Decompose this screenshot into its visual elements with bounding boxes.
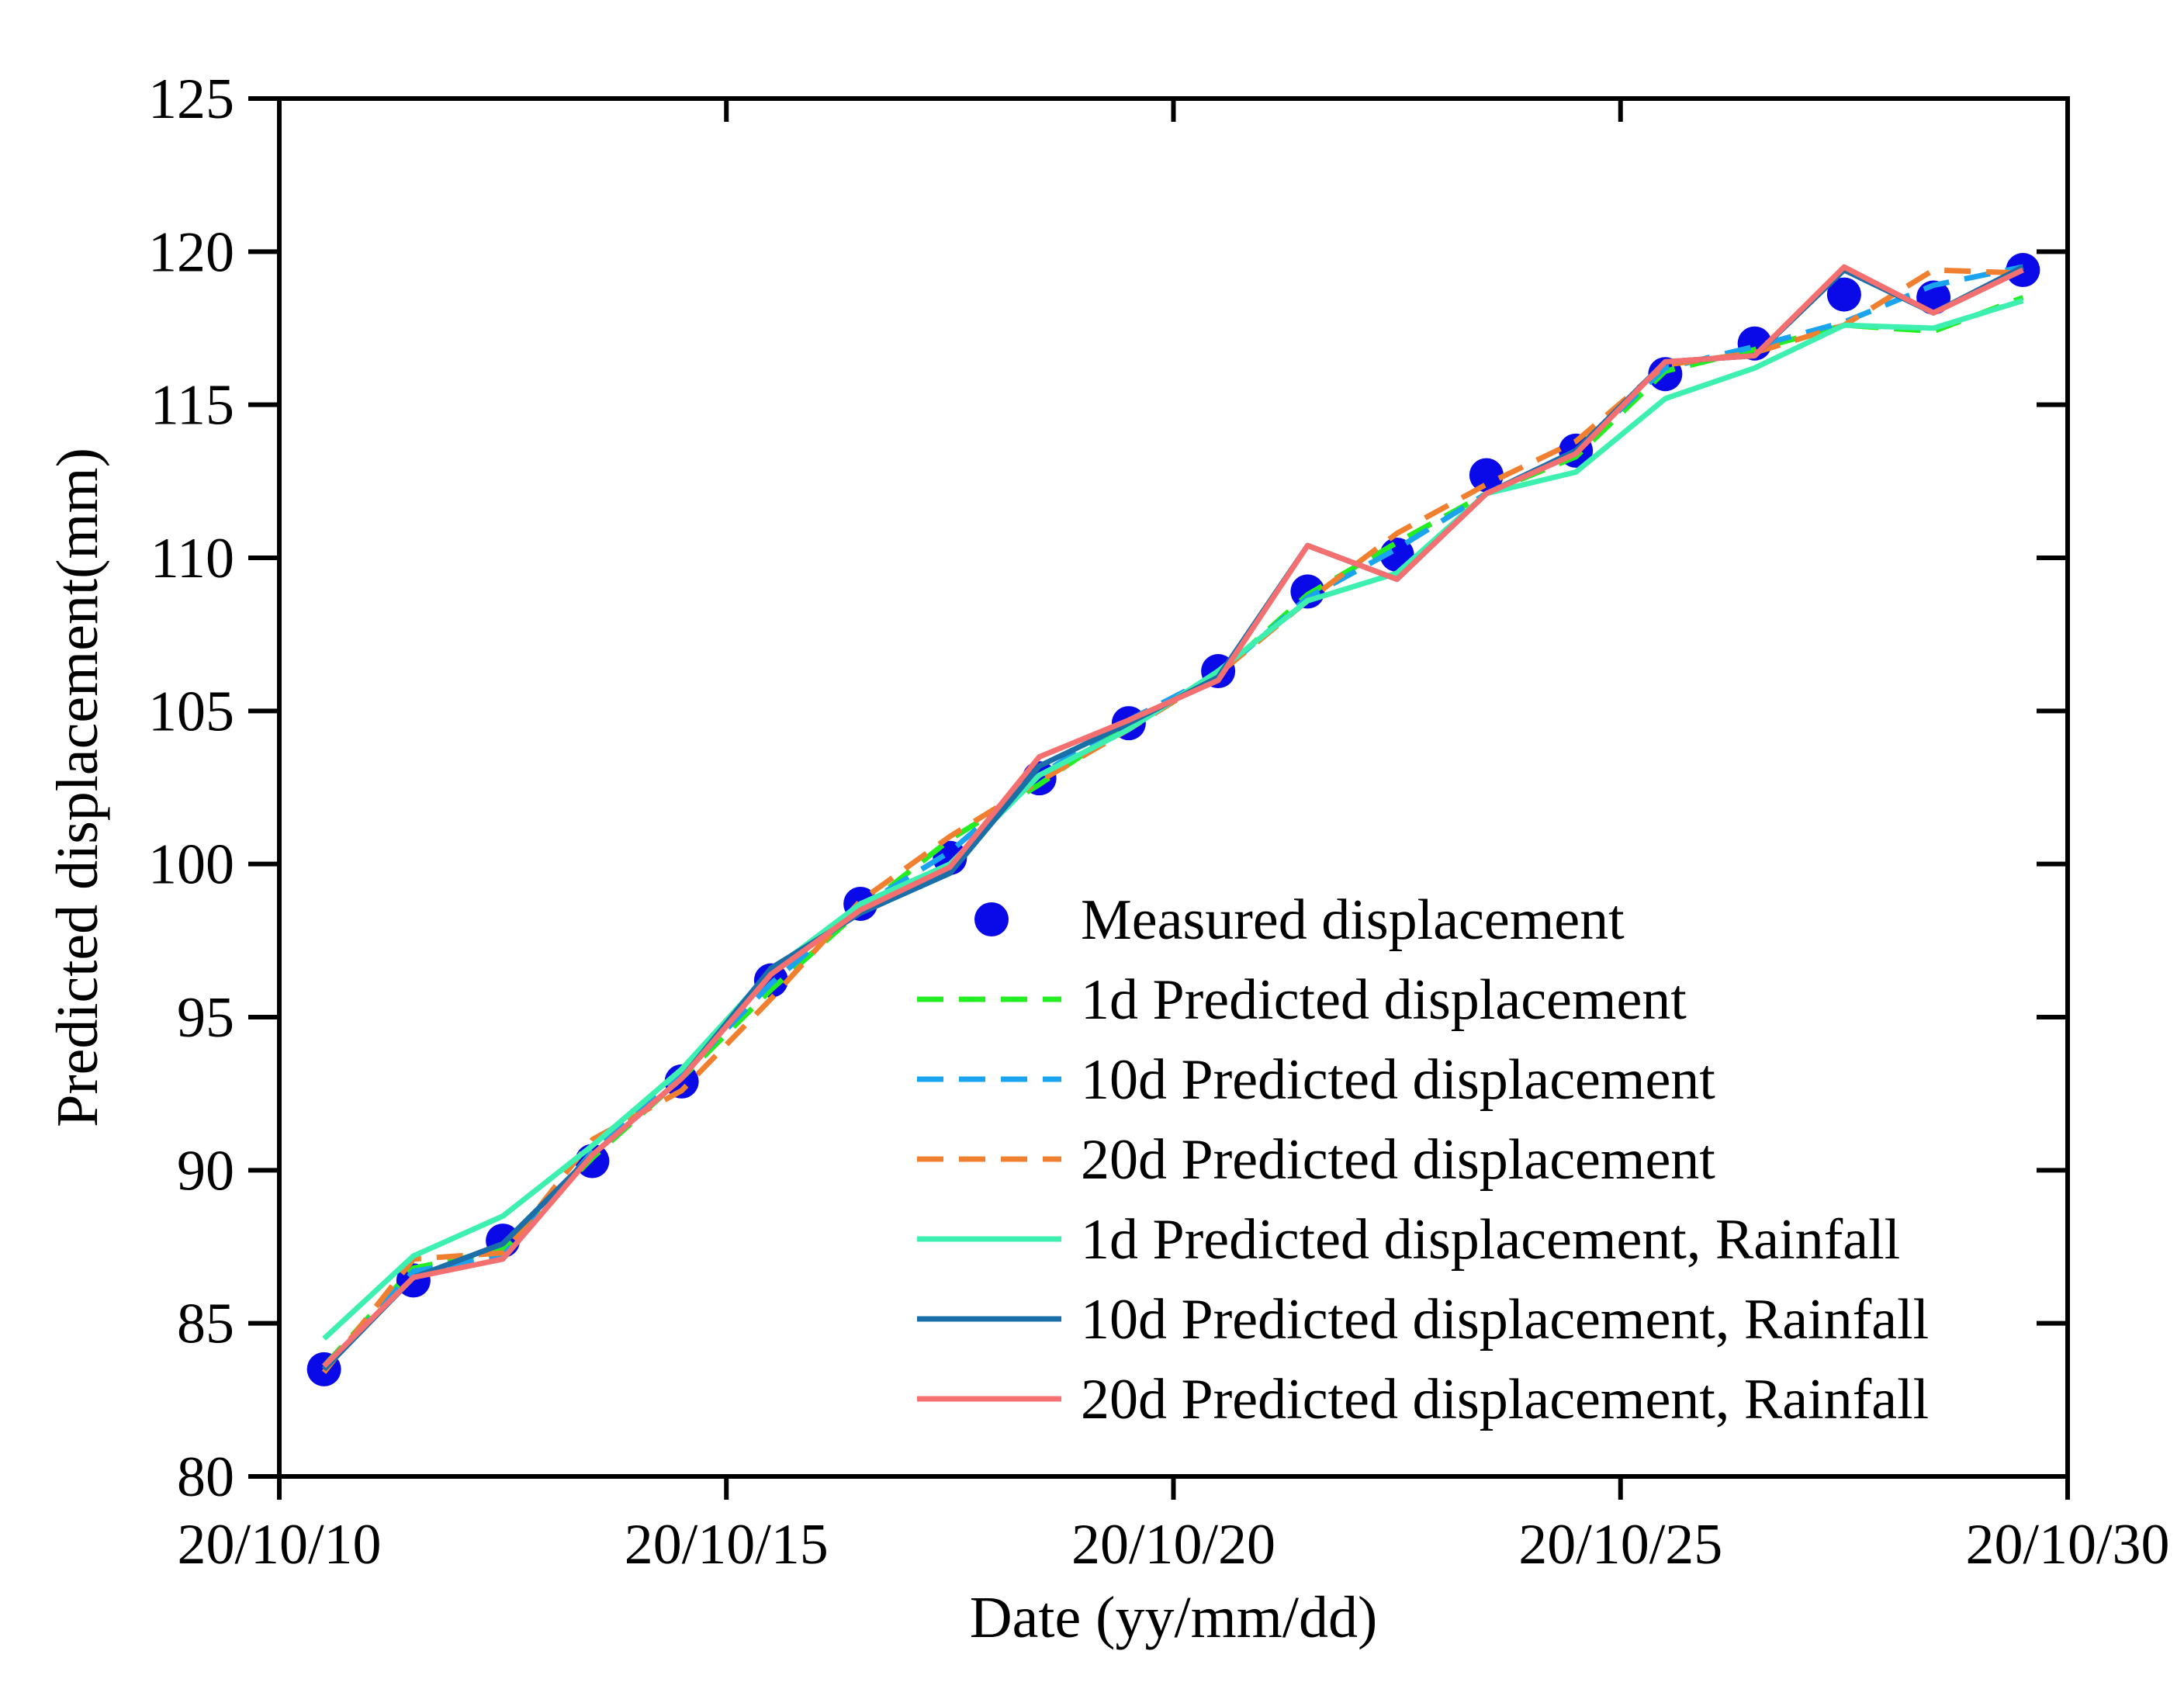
x-tick-label: 20/10/30 xyxy=(1965,1513,2169,1577)
measured-point xyxy=(1826,277,1861,312)
y-tick-label: 100 xyxy=(148,833,234,897)
y-tick-label: 95 xyxy=(177,986,234,1050)
legend-marker-measured xyxy=(974,902,1009,936)
legend-label: 1d Predicted displacement xyxy=(1081,968,1687,1032)
x-tick-label: 20/10/15 xyxy=(625,1513,829,1577)
legend-label: 20d Predicted displacement, Rainfall xyxy=(1081,1368,1929,1431)
legend-label: 1d Predicted displacement, Rainfall xyxy=(1081,1208,1900,1272)
y-axis: 80 85 90 95 100 105 110 115 120 125 xyxy=(148,67,2068,1509)
y-tick-label: 80 xyxy=(177,1445,234,1509)
legend-label: 10d Predicted displacement xyxy=(1081,1048,1715,1112)
legend: Measured displacement 1d Predicted displa… xyxy=(917,888,1929,1431)
x-axis: 20/10/10 20/10/15 20/10/20 20/10/25 20/10/30 xyxy=(177,99,2170,1577)
series-layer xyxy=(306,253,2040,1386)
y-tick-label: 85 xyxy=(177,1293,234,1356)
y-axis-title: Predicted displacement(mm) xyxy=(45,448,110,1127)
legend-label: 10d Predicted displacement, Rainfall xyxy=(1081,1288,1929,1352)
series-line-1 xyxy=(322,295,2024,1369)
y-tick-label: 110 xyxy=(151,527,234,590)
x-tick-label: 20/10/20 xyxy=(1071,1513,1275,1577)
y-tick-label: 105 xyxy=(148,680,234,743)
y-tick-label: 125 xyxy=(148,67,234,131)
y-tick-label: 120 xyxy=(148,220,234,284)
series-line-6 xyxy=(322,264,2024,1369)
measured-point xyxy=(1469,458,1504,493)
x-tick-label: 20/10/25 xyxy=(1518,1513,1722,1577)
series-line-3 xyxy=(321,267,2023,1374)
y-tick-label: 90 xyxy=(177,1139,234,1203)
y-tick-label: 115 xyxy=(151,374,234,438)
x-tick-label: 20/10/10 xyxy=(177,1513,381,1577)
series-line-2 xyxy=(322,264,2024,1372)
legend-label: Measured displacement xyxy=(1081,888,1625,952)
series-line-5 xyxy=(322,264,2024,1372)
legend-label: 20d Predicted displacement xyxy=(1081,1128,1715,1192)
x-axis-title: Date (yy/mm/dd) xyxy=(970,1585,1378,1650)
